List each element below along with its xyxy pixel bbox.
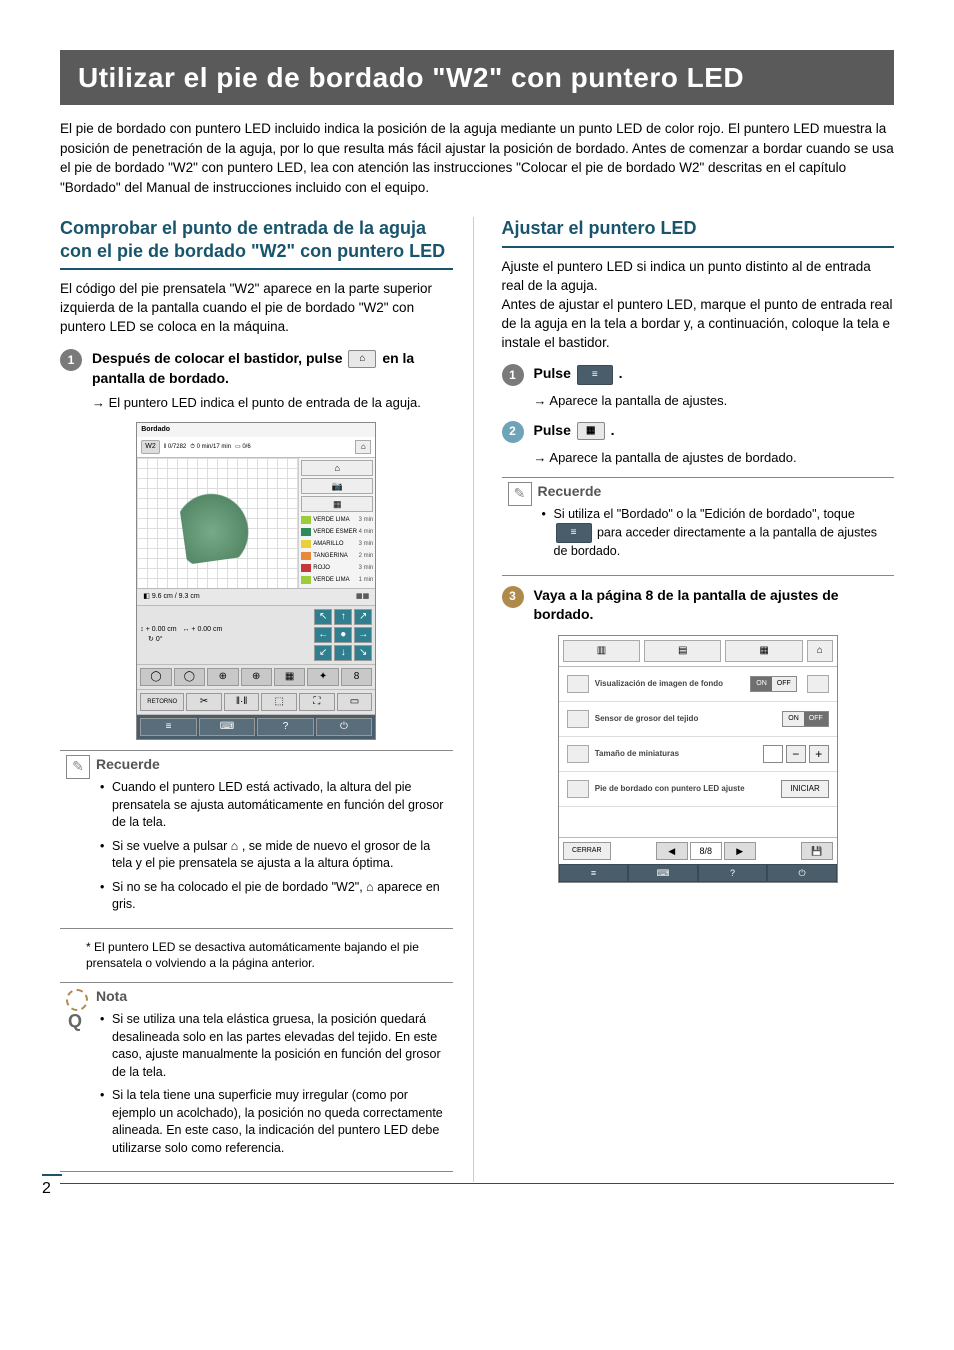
close-button[interactable]: CERRAR xyxy=(563,842,611,860)
page-number: 2 xyxy=(42,1174,62,1200)
right-step2: Pulse ▦ . xyxy=(534,421,895,441)
emb-settings-icon-button[interactable]: ▦ xyxy=(577,422,605,440)
return-button[interactable]: RETORNO xyxy=(140,693,184,711)
left-sub1: → El puntero LED indica el punto de entr… xyxy=(92,394,453,412)
save-icon[interactable]: 💾 xyxy=(801,842,833,860)
settings-tab-2[interactable]: ▤ xyxy=(644,640,721,662)
embroidery-screen: Bordado W2 ‖ 0/7282 ⏱ 0 min/17 min ▭ 0/6… xyxy=(136,422,376,740)
settings-home[interactable]: ⌂ xyxy=(807,640,833,662)
direction-pad[interactable]: ↖↑↗ ←●→ ↙↓↘ xyxy=(314,609,372,661)
design-canvas xyxy=(137,458,299,588)
home-icon[interactable]: ⌂ xyxy=(355,440,371,454)
settings-inline-icon[interactable]: ≡ xyxy=(556,523,592,543)
foot-code-chip: W2 xyxy=(141,440,160,454)
page-stepper[interactable]: ◀ 8/8 ▶ xyxy=(615,842,797,860)
right-step1: Pulse ≡ . xyxy=(534,364,895,384)
right-body: Ajuste el puntero LED si indica un punto… xyxy=(502,258,895,352)
fn-btn[interactable]: ◯ xyxy=(140,668,171,686)
settings-tab-1[interactable]: ▥ xyxy=(563,640,640,662)
right-sub1: → Aparece la pantalla de ajustes. xyxy=(534,392,895,410)
step-badge-3r: 3 xyxy=(502,586,524,608)
settings-icon-button[interactable]: ≡ xyxy=(577,365,613,385)
left-note: Nota Si se utiliza una tela elástica gru… xyxy=(60,982,453,1172)
side-btn-3[interactable]: ▦ xyxy=(301,496,373,512)
left-memo: Recuerde Cuando el puntero LED está acti… xyxy=(60,750,453,929)
step-badge-2r: 2 xyxy=(502,421,524,443)
right-step3: Vaya a la página 8 de la pantalla de aju… xyxy=(534,586,895,625)
right-memo: Recuerde Si utiliza el "Bordado" o la "E… xyxy=(502,477,895,576)
page-title: Utilizar el pie de bordado "W2" con punt… xyxy=(60,50,894,105)
left-footnote: * El puntero LED se desactiva automática… xyxy=(86,939,453,973)
foot-icon-button[interactable]: ⌂ xyxy=(348,350,376,368)
left-body: El código del pie prensatela "W2" aparec… xyxy=(60,280,453,337)
intro-paragraph: El pie de bordado con puntero LED inclui… xyxy=(60,119,894,197)
side-btn-2[interactable]: 📷 xyxy=(301,478,373,494)
settings-tab-3[interactable]: ▦ xyxy=(725,640,802,662)
left-heading: Comprobar el punto de entrada de la aguj… xyxy=(60,217,453,270)
left-step1-text: Después de colocar el bastidor, pulse ⌂ … xyxy=(92,349,453,388)
settings-screen: ▥ ▤ ▦ ⌂ Visualización de imagen de fondo… xyxy=(558,635,838,883)
start-button[interactable]: INICIAR xyxy=(781,780,828,797)
step-badge-1r: 1 xyxy=(502,364,524,386)
right-sub2: → Aparece la pantalla de ajustes de bord… xyxy=(534,449,895,467)
side-btn-1[interactable]: ⌂ xyxy=(301,460,373,476)
right-heading: Ajustar el puntero LED xyxy=(502,217,895,248)
step-badge-1: 1 xyxy=(60,349,82,371)
